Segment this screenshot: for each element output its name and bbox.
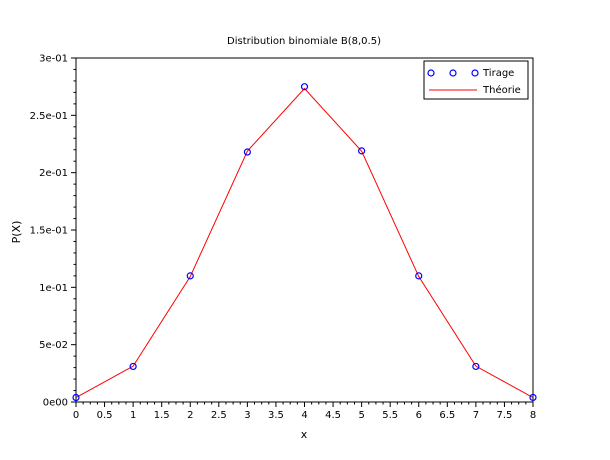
y-tick-label: 3e-01 [39, 54, 68, 65]
x-tick-label: 7.5 [496, 410, 512, 421]
x-axis-label: x [301, 428, 308, 441]
y-tick-label: 0e00 [43, 398, 68, 409]
x-axis-ticks: 0 0.5 1 1.5 2 2.5 3 3.5 4 4.5 5 5.5 6 6.5 7 7.5 8 [73, 402, 536, 421]
x-tick-label: 5 [358, 410, 364, 421]
x-tick-label: 3 [244, 410, 250, 421]
y-tick-label: 2e-01 [39, 168, 68, 179]
x-tick-label: 4.5 [325, 410, 341, 421]
data-point-tirage [186, 272, 194, 280]
y-axis-ticks: 0e00 5e-02 1e-01 1.5e-01 2e-01 2.5e-01 3e-01 [30, 54, 76, 409]
x-tick-label: 3.5 [268, 410, 284, 421]
x-tick-label: 5.5 [382, 410, 398, 421]
data-point-tirage [129, 362, 137, 371]
x-tick-label: 7 [473, 410, 479, 421]
data-point-tirage [243, 148, 251, 156]
x-tick-label: 4 [301, 410, 307, 421]
x-tick-label: 2.5 [211, 410, 227, 421]
data-point-tirage [529, 393, 537, 402]
plot-frame [75, 57, 534, 403]
x-tick-label: 2 [187, 410, 193, 421]
y-tick-label: 1e-01 [39, 283, 68, 294]
legend-marker-tirage-1 [427, 69, 435, 77]
x-tick-label: 6.5 [439, 410, 455, 421]
series-layer [72, 83, 537, 402]
x-tick-label: 8 [530, 410, 536, 421]
legend: Tirage Théorie [423, 60, 529, 100]
y-tick-label: 1.5e-01 [30, 226, 68, 237]
legend-marker-tirage-3 [471, 69, 479, 77]
data-point-tirage [472, 362, 480, 371]
x-tick-label: 1 [130, 410, 136, 421]
x-tick-label: 1.5 [154, 410, 170, 421]
data-point-tirage [358, 147, 366, 155]
y-tick-label: 5e-02 [39, 340, 68, 351]
x-tick-label: 6 [416, 410, 422, 421]
x-tick-label: 0.5 [97, 410, 113, 421]
legend-label-tirage: Tirage [482, 68, 514, 79]
x-tick-label: 0 [73, 410, 79, 421]
legend-box [423, 60, 529, 100]
data-point-tirage [300, 83, 309, 91]
legend-label-theorie: Théorie [482, 84, 521, 96]
series-line-theorie [75, 87, 534, 398]
chart-title: Distribution binomiale B(8,0.5) [227, 36, 381, 47]
data-point-tirage [415, 272, 423, 280]
data-point-tirage [72, 393, 80, 402]
y-axis-label: P(X) [10, 221, 23, 244]
legend-marker-tirage-2 [449, 69, 457, 77]
y-tick-label: 2.5e-01 [30, 111, 68, 122]
